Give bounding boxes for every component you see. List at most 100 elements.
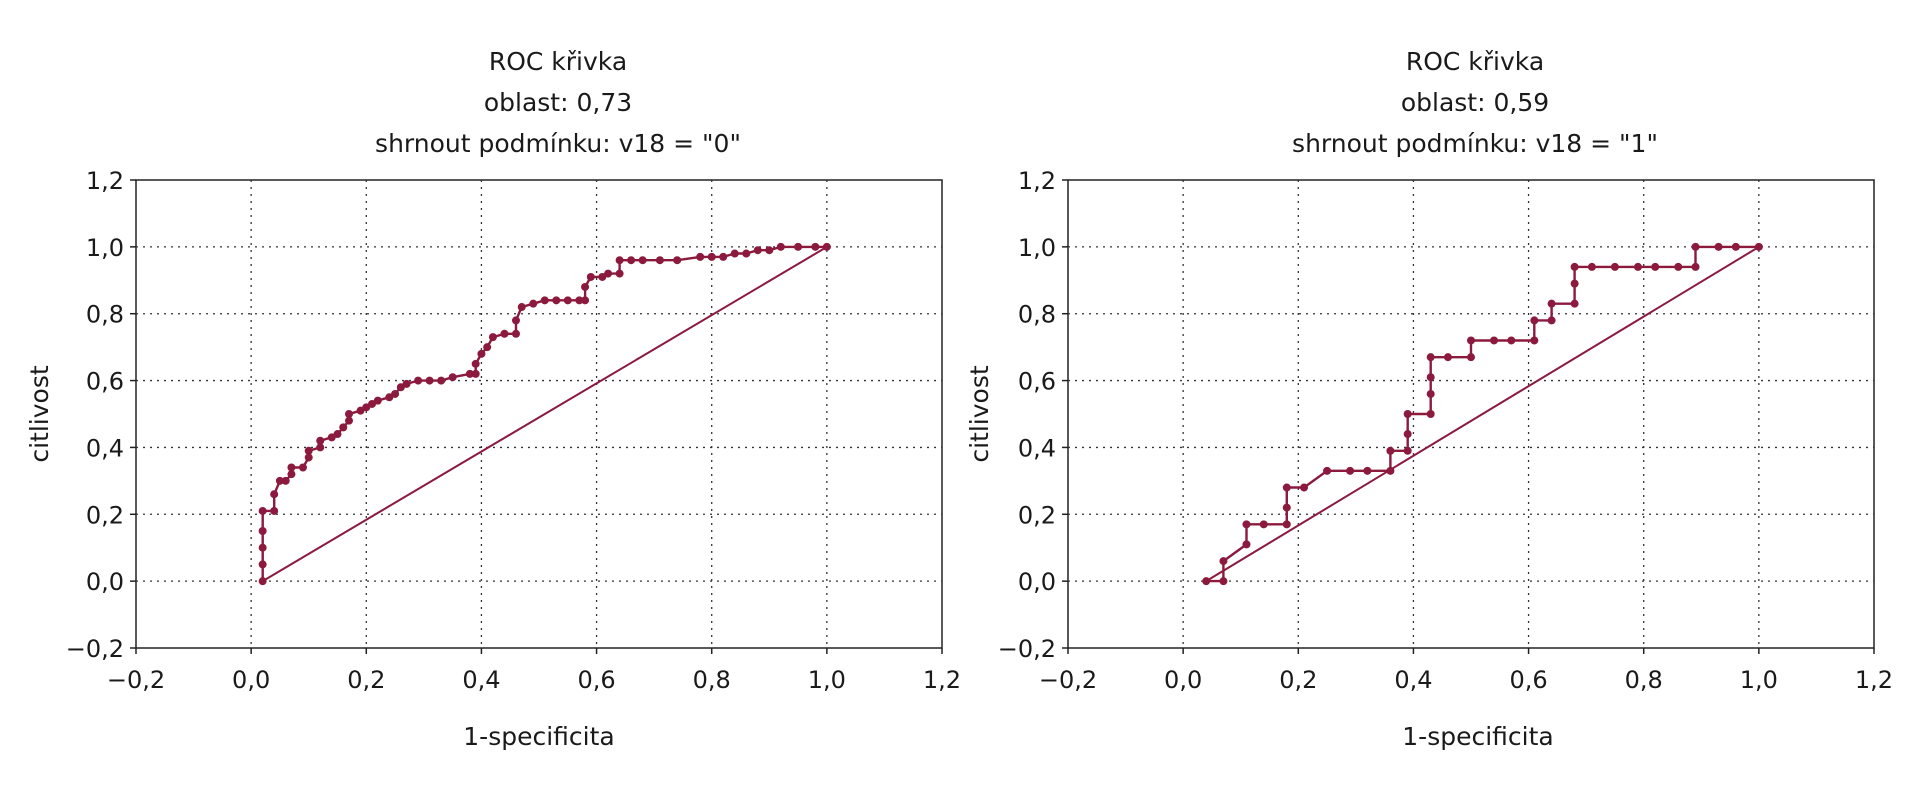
left-roc-point-57 (655, 256, 664, 265)
chart-left-y-ticks: −0,2 0,0 0,2 0,4 0,6 0,8 1,0 1,2 (66, 167, 136, 663)
right-roc-point-31 (1570, 299, 1579, 308)
right-roc-point-2 (1219, 557, 1228, 566)
right-roc-point-16 (1403, 430, 1412, 439)
right-roc-point-12 (1363, 466, 1372, 475)
left-roc-point-58 (673, 256, 682, 265)
left-x-tick-label-6: 1,0 (808, 666, 846, 694)
right-roc-point-8 (1282, 483, 1291, 492)
right-x-tick-label-3: 0,4 (1394, 666, 1432, 694)
chart-right-plot-frame (1067, 179, 1875, 649)
right-roc-point-20 (1426, 373, 1435, 382)
left-x-tick-label-7: 1,2 (923, 666, 961, 694)
right-roc-point-35 (1610, 262, 1619, 271)
left-reference-diagonal-line (262, 246, 828, 582)
chart-left-x-ticks: −0,2 0,0 0,2 0,4 0,6 0,8 1,0 1,2 (107, 648, 961, 694)
left-roc-point-2 (258, 543, 267, 552)
right-x-tick-label-6: 1,0 (1740, 666, 1778, 694)
left-roc-point-46 (563, 296, 572, 305)
right-roc-point-17 (1403, 410, 1412, 418)
left-roc-point-68 (811, 242, 820, 251)
left-roc-point-12 (304, 453, 313, 462)
chart-left-title-line-3: shrnout podmínku: v18 = "0" (375, 129, 741, 158)
chart-right-title-line-1: ROC křivka (1406, 47, 1544, 76)
left-roc-point-24 (373, 396, 382, 405)
right-roc-point-29 (1547, 316, 1556, 325)
right-roc-point-38 (1674, 262, 1683, 271)
left-roc-point-42 (517, 303, 526, 312)
left-roc-point-30 (425, 376, 434, 385)
chart-right-x-ticks: −0,2 0,0 0,2 0,4 0,6 0,8 1,0 1,2 (1039, 648, 1893, 694)
left-roc-point-29 (414, 376, 423, 385)
left-x-tick-label-2: 0,2 (347, 666, 385, 694)
chart-right-title-line-3: shrnout podmínku: v18 = "1" (1292, 129, 1658, 158)
left-roc-point-41 (511, 316, 520, 325)
right-roc-point-18 (1426, 410, 1435, 418)
left-roc-point-39 (500, 329, 509, 338)
left-roc-point-28 (402, 379, 411, 388)
right-roc-point-10 (1323, 466, 1332, 475)
right-x-tick-label-2: 0,2 (1279, 666, 1317, 694)
chart-right-y-axis-label: citlivost (965, 365, 994, 463)
left-roc-point-43 (529, 299, 538, 308)
chart-right-x-axis-label: 1-specificita (1402, 722, 1553, 751)
right-y-tick-label-1: 0,0 (1018, 568, 1056, 596)
left-roc-point-65 (765, 246, 774, 255)
left-roc-point-54 (615, 256, 624, 265)
left-roc-point-3 (258, 527, 267, 535)
right-roc-point-6 (1282, 520, 1291, 529)
chart-left-plot-frame (135, 179, 943, 649)
right-x-tick-label-4: 0,6 (1509, 666, 1547, 694)
left-y-tick-label-1: 0,0 (86, 568, 124, 596)
right-roc-point-5 (1259, 520, 1268, 529)
left-roc-point-8 (281, 476, 290, 485)
left-roc-point-35 (471, 359, 480, 368)
left-roc-point-49 (581, 282, 590, 291)
right-roc-point-40 (1691, 242, 1700, 251)
left-roc-point-56 (638, 256, 647, 265)
chart-right-y-ticks: −0,2 0,0 0,2 0,4 0,6 0,8 1,0 1,2 (998, 167, 1068, 663)
left-roc-point-4 (258, 506, 267, 515)
left-roc-point-61 (719, 252, 728, 261)
left-x-tick-label-4: 0,6 (577, 666, 615, 694)
left-roc-point-67 (794, 242, 803, 251)
right-roc-point-9 (1300, 483, 1309, 492)
left-y-tick-label-5: 0,8 (86, 301, 124, 329)
right-roc-point-34 (1587, 262, 1596, 271)
left-x-tick-label-1: 0,0 (232, 666, 270, 694)
left-y-tick-label-2: 0,2 (86, 501, 124, 529)
left-roc-point-7 (275, 476, 284, 485)
chart-left-y-axis-label: citlivost (25, 365, 54, 463)
chart-left-title-line-2: oblast: 0,73 (484, 88, 632, 117)
right-roc-point-26 (1507, 336, 1516, 345)
right-y-tick-label-6: 1,0 (1018, 234, 1056, 262)
left-roc-curve-line (261, 245, 827, 582)
left-roc-point-66 (776, 242, 785, 251)
right-y-tick-label-0: −0,2 (998, 635, 1056, 663)
left-roc-point-11 (298, 463, 307, 472)
right-roc-point-3 (1242, 540, 1251, 549)
right-roc-point-1 (1219, 577, 1228, 586)
chart-left-series (258, 242, 831, 586)
right-y-tick-label-5: 0,8 (1018, 301, 1056, 329)
right-roc-point-4 (1242, 520, 1251, 529)
left-roc-point-1 (258, 560, 267, 569)
right-roc-point-37 (1651, 262, 1660, 271)
chart-left-x-axis-label: 1-specificita (463, 722, 614, 751)
left-roc-point-17 (333, 430, 342, 439)
chart-left-title-line-1: ROC křivka (489, 47, 627, 76)
left-roc-point-20 (345, 410, 354, 418)
chart-right-title-line-2: oblast: 0,59 (1401, 88, 1549, 117)
right-roc-point-41 (1714, 242, 1723, 251)
left-roc-point-19 (345, 416, 354, 425)
left-roc-point-18 (339, 423, 348, 432)
left-roc-point-50 (586, 272, 595, 281)
right-roc-point-22 (1443, 353, 1452, 362)
left-roc-point-33 (465, 369, 474, 378)
right-roc-point-25 (1490, 336, 1499, 345)
left-roc-point-15 (316, 436, 325, 445)
left-roc-point-14 (316, 443, 325, 452)
right-roc-point-7 (1282, 503, 1291, 512)
right-roc-point-21 (1426, 353, 1435, 362)
